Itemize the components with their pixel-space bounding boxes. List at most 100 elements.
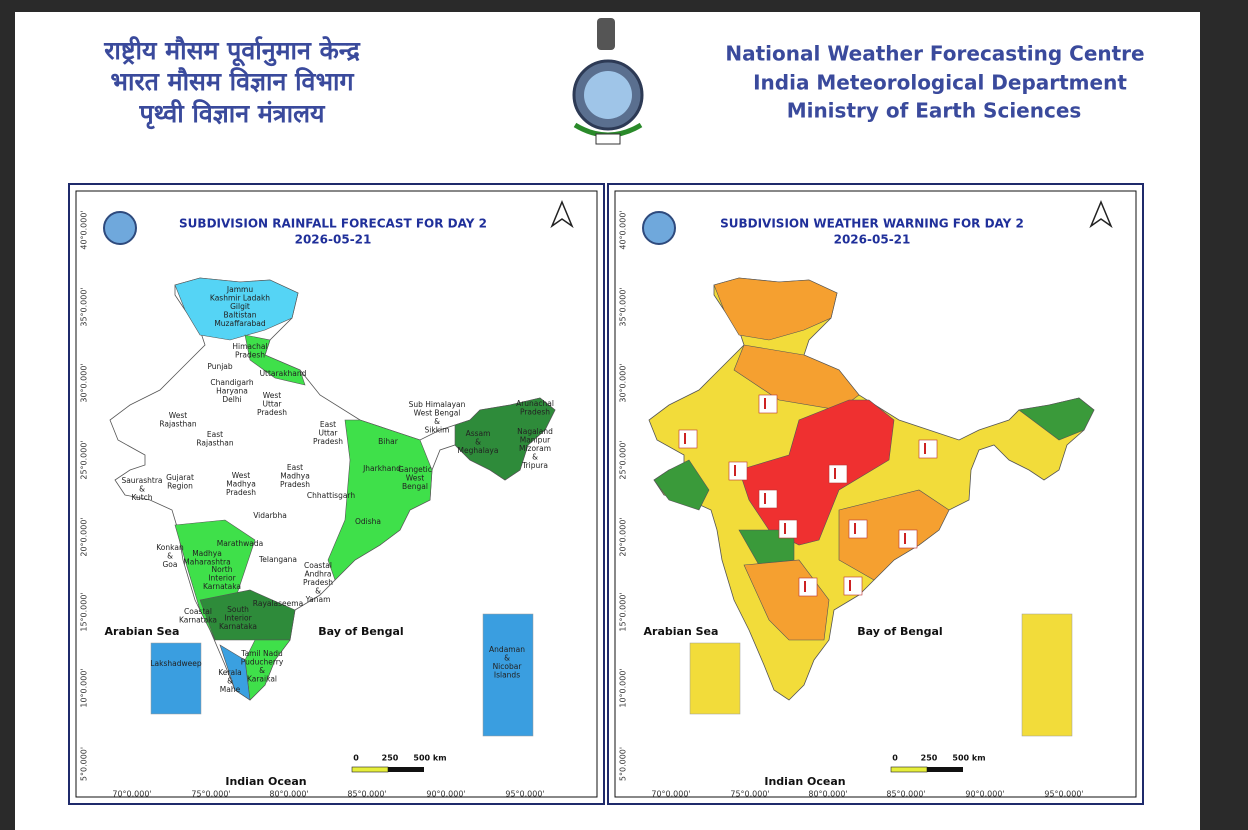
- lat-label: 35°0.000': [80, 287, 89, 326]
- region-label: Region: [167, 482, 193, 491]
- region-label: Nagaland: [517, 427, 553, 436]
- region-label: Goa: [163, 560, 178, 569]
- lon-label: 80°0.000': [269, 790, 308, 799]
- region-label: West: [169, 411, 187, 420]
- subdivision: [713, 277, 838, 341]
- warning-icon: [828, 464, 848, 484]
- lat-label: 20°0.000': [80, 517, 89, 556]
- region-label: Mahe: [220, 685, 241, 694]
- region-label: East: [320, 420, 336, 429]
- region-label: Marathwada: [217, 539, 264, 548]
- scale-bar: [351, 766, 389, 773]
- lon-label: 95°0.000': [1044, 790, 1083, 799]
- lat-label: 15°0.000': [619, 592, 628, 631]
- region-label: Odisha: [355, 517, 381, 526]
- subdivision: [738, 529, 795, 566]
- warning-icon: [798, 577, 818, 597]
- region-label: Delhi: [222, 395, 241, 404]
- lon-label: 70°0.000': [651, 790, 690, 799]
- lon-label: 70°0.000': [112, 790, 151, 799]
- region-label: Uttar: [262, 400, 282, 409]
- scale-bar: [890, 766, 928, 773]
- lat-label: 40°0.000': [80, 210, 89, 249]
- map-title: SUBDIVISION RAINFALL FORECAST FOR DAY 2: [179, 217, 487, 231]
- andaman-box: [1021, 613, 1073, 737]
- region-label: Pradesh: [226, 488, 256, 497]
- region-label: Vidarbha: [253, 511, 287, 520]
- region-label: Rajasthan: [196, 439, 234, 448]
- scale-bar: [927, 767, 963, 772]
- warning-icon: [848, 519, 868, 539]
- region-label: East: [287, 463, 303, 472]
- region-label: Chhattisgarh: [307, 491, 356, 500]
- warning-icon: [758, 489, 778, 509]
- region-label: Kerala: [218, 668, 242, 677]
- region-label: Karnataka: [219, 622, 257, 631]
- subdivision: [454, 397, 556, 481]
- region-label: Madhya: [280, 472, 310, 481]
- subdivision: [1018, 397, 1095, 441]
- region-label: Jammu: [226, 285, 253, 294]
- logo: [103, 211, 137, 245]
- north-arrow: [550, 200, 574, 229]
- lat-label: 20°0.000': [619, 517, 628, 556]
- lat-label: 40°0.000': [619, 210, 628, 249]
- scale-label: 250: [382, 754, 399, 763]
- region-label: Sikkim: [425, 426, 450, 435]
- region-label: Assam: [466, 429, 491, 438]
- region-label: Puducherry: [241, 658, 284, 667]
- map-panel: SUBDIVISION WEATHER WARNING FOR DAY 2 202…: [607, 183, 1144, 805]
- lat-label: 30°0.000': [80, 363, 89, 402]
- region-label: Coastal: [184, 607, 212, 616]
- region-label: Jharkhand: [362, 464, 401, 473]
- region-label: Interior: [208, 574, 236, 583]
- region-label: Muzaffarabad: [214, 319, 266, 328]
- region-label: Rajasthan: [159, 420, 197, 429]
- region-label: Madhya: [226, 480, 256, 489]
- lon-label: 90°0.000': [965, 790, 1004, 799]
- inner-frame: [614, 190, 1137, 798]
- region-label: Chandigarh: [210, 378, 253, 387]
- lon-label: 95°0.000': [505, 790, 544, 799]
- region-label: Haryana: [216, 387, 248, 396]
- region-label: Himachal: [232, 342, 267, 351]
- region-label: Arunachal: [516, 399, 554, 408]
- subdivision: [327, 419, 433, 581]
- sea-label: Bay of Bengal: [857, 625, 942, 638]
- map-title: SUBDIVISION WEATHER WARNING FOR DAY 2: [720, 217, 1024, 231]
- region-label: Uttarakhand: [260, 369, 307, 378]
- region-label: West Bengal: [414, 409, 461, 418]
- lat-label: 15°0.000': [80, 592, 89, 631]
- lat-label: 10°0.000': [619, 668, 628, 707]
- region-label: Konkan: [156, 543, 184, 552]
- region-label: Nicobar: [493, 662, 523, 671]
- subdivision: [219, 644, 251, 701]
- lat-label: 5°0.000': [80, 747, 89, 781]
- region-label: &: [532, 453, 538, 462]
- region-label: Kutch: [131, 493, 152, 502]
- lakshadweep-box: [150, 642, 202, 715]
- region-label: Tripura: [521, 461, 548, 470]
- lat-label: 5°0.000': [619, 747, 628, 781]
- region-label: Andhra: [304, 570, 331, 579]
- inner-frame: [75, 190, 598, 798]
- region-label: Mizoram: [519, 444, 551, 453]
- hindi-line: राष्ट्रीय मौसम पूर्वानुमान केन्द्र: [103, 36, 360, 67]
- region-label: &: [227, 677, 233, 686]
- region-label: &: [434, 417, 440, 426]
- lon-label: 90°0.000': [426, 790, 465, 799]
- english-line: Ministry of Earth Sciences: [787, 99, 1082, 123]
- region-label: Rayalaseema: [253, 599, 303, 608]
- region-label: &: [475, 438, 481, 447]
- region-label: Pradesh: [257, 408, 287, 417]
- region-label: Pradesh: [235, 351, 265, 360]
- region-label: Pradesh: [280, 480, 310, 489]
- region-label: Baltistan: [223, 311, 256, 320]
- region-label: West: [232, 471, 250, 480]
- warning-icon: [918, 439, 938, 459]
- region-label: Coastal: [304, 561, 332, 570]
- sea-label: Indian Ocean: [225, 775, 306, 788]
- region-label: West: [263, 391, 281, 400]
- region-label: Pradesh: [303, 578, 333, 587]
- warning-icon: [678, 429, 698, 449]
